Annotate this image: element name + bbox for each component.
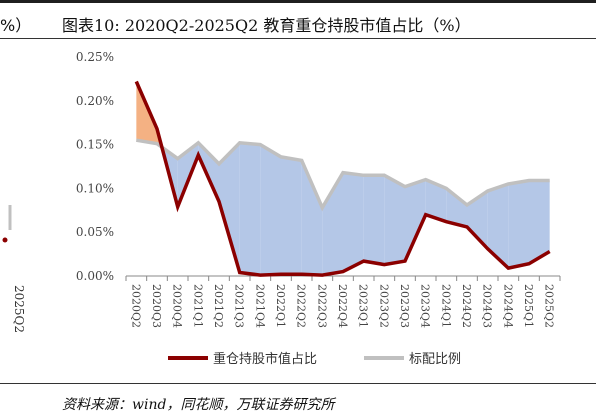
x-tick-label: 2025Q1: [522, 284, 535, 328]
fill-segment: [446, 188, 467, 227]
fill-segment: [487, 184, 509, 269]
neighbor-x-tick-label: 2025Q2: [12, 285, 26, 333]
fill-segment: [508, 180, 529, 269]
y-tick-label: 0.20%: [76, 94, 114, 108]
x-tick-label: 2021Q1: [191, 284, 204, 328]
series-lines: [134, 80, 551, 277]
x-tick-label: 2021Q2: [212, 284, 225, 328]
chart: 2025Q2 0.00% 0.05% 0.10% 0.15% 0.20% 0.25% 202…: [2, 50, 561, 367]
fill-segment: [322, 172, 343, 276]
legend-label: 标配比例: [409, 352, 461, 367]
fill-segment: [384, 175, 405, 265]
neighbor-chart-fragment: 2025Q2: [2, 205, 26, 333]
axes: 0.00% 0.05% 0.10% 0.15% 0.20% 0.25% 2020Q2 2020…: [76, 50, 561, 328]
x-tick-label: 2024Q2: [460, 284, 473, 328]
fill-segment: [363, 175, 385, 265]
fill-segment: [219, 142, 240, 273]
source-note: 资料来源：wind，同花顺，万联证券研究所: [62, 397, 335, 413]
legend: 重仓持股市值占比 标配比例: [168, 351, 461, 367]
x-tick-label: 2025Q2: [543, 284, 556, 328]
x-tick-label: 2022Q2: [295, 284, 308, 328]
x-tick-label: 2022Q4: [336, 284, 349, 328]
fill-areas: [136, 81, 550, 276]
x-tick-label: 2020Q4: [171, 284, 184, 328]
series-line: [134, 80, 551, 277]
legend-label: 重仓持股市值占比: [213, 351, 317, 367]
y-tick-label: 0.15%: [76, 138, 114, 152]
bottom-rule: [0, 383, 596, 384]
y-tick-label: 0.25%: [76, 50, 114, 64]
fill-segment: [467, 191, 488, 249]
x-tick-label: 2024Q4: [501, 284, 514, 328]
y-tick-label: 0.10%: [76, 181, 114, 195]
fill-segment: [301, 160, 323, 276]
y-tick-label: 0.05%: [76, 225, 114, 239]
fill-segment: [281, 156, 302, 275]
x-tick-label: 2022Q3: [315, 284, 328, 328]
fill-segment: [405, 179, 426, 262]
x-tick-label: 2020Q3: [150, 284, 163, 328]
fill-segment: [239, 142, 261, 276]
neighbor-title-fragment: %）: [0, 16, 32, 35]
chart-title: 图表10: 2020Q2-2025Q2 教育重仓持股市值占比（%）: [62, 16, 471, 35]
x-tick-label: 2023Q1: [357, 284, 370, 328]
x-tick-label: 2024Q3: [481, 284, 494, 328]
fill-segment: [260, 144, 281, 276]
x-tick-label: 2023Q2: [377, 284, 390, 328]
title-bar: %） 图表10: 2020Q2-2025Q2 教育重仓持股市值占比（%）: [0, 3, 596, 37]
x-tick-label: 2021Q3: [233, 284, 246, 328]
x-tick-label: 2023Q3: [398, 284, 411, 328]
fill-segment: [425, 179, 447, 222]
x-tick-label: 2022Q1: [274, 284, 287, 328]
x-tick-label: 2020Q2: [129, 284, 142, 328]
y-tick-label: 0.00%: [76, 269, 114, 283]
fill-segment: [343, 172, 364, 272]
x-tick-label: 2021Q4: [253, 284, 266, 328]
x-tick-label: 2024Q1: [439, 284, 452, 328]
title-rule: [0, 38, 596, 39]
neighbor-data-point: [2, 237, 8, 243]
series-line: [136, 138, 550, 212]
x-tick-label: 2023Q4: [419, 284, 432, 328]
top-rule: [0, 0, 596, 3]
fill-segment: [529, 180, 550, 264]
